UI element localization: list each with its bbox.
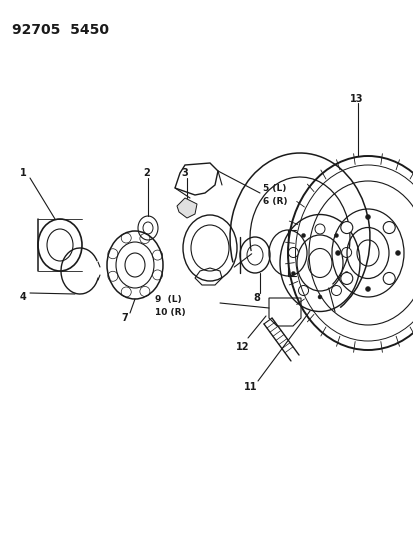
Circle shape [365,214,370,220]
Text: 6 (R): 6 (R) [262,197,287,206]
Text: 10 (R): 10 (R) [154,309,185,318]
Circle shape [382,272,394,285]
Circle shape [344,271,348,276]
Polygon shape [177,198,197,218]
Circle shape [341,247,351,257]
Text: 92705  5450: 92705 5450 [12,23,109,37]
Text: 7: 7 [121,313,128,323]
Text: 9  (L): 9 (L) [154,295,181,303]
Circle shape [317,295,321,299]
Text: 4: 4 [20,292,27,302]
Text: 3: 3 [180,168,188,178]
Circle shape [291,271,294,276]
Circle shape [340,272,352,285]
Circle shape [301,233,305,238]
Circle shape [314,224,324,234]
Text: 13: 13 [349,94,363,104]
Circle shape [298,286,308,295]
Circle shape [335,251,339,255]
Text: 5 (L): 5 (L) [262,183,286,192]
Circle shape [334,233,338,238]
Circle shape [394,251,399,255]
Text: 1: 1 [20,168,27,178]
Circle shape [365,287,370,292]
Circle shape [382,222,394,233]
Circle shape [331,286,341,295]
Text: 11: 11 [243,382,257,392]
Circle shape [288,247,298,257]
Text: 12: 12 [235,342,249,352]
Text: 2: 2 [142,168,150,178]
Text: 8: 8 [252,293,259,303]
Circle shape [340,222,352,233]
